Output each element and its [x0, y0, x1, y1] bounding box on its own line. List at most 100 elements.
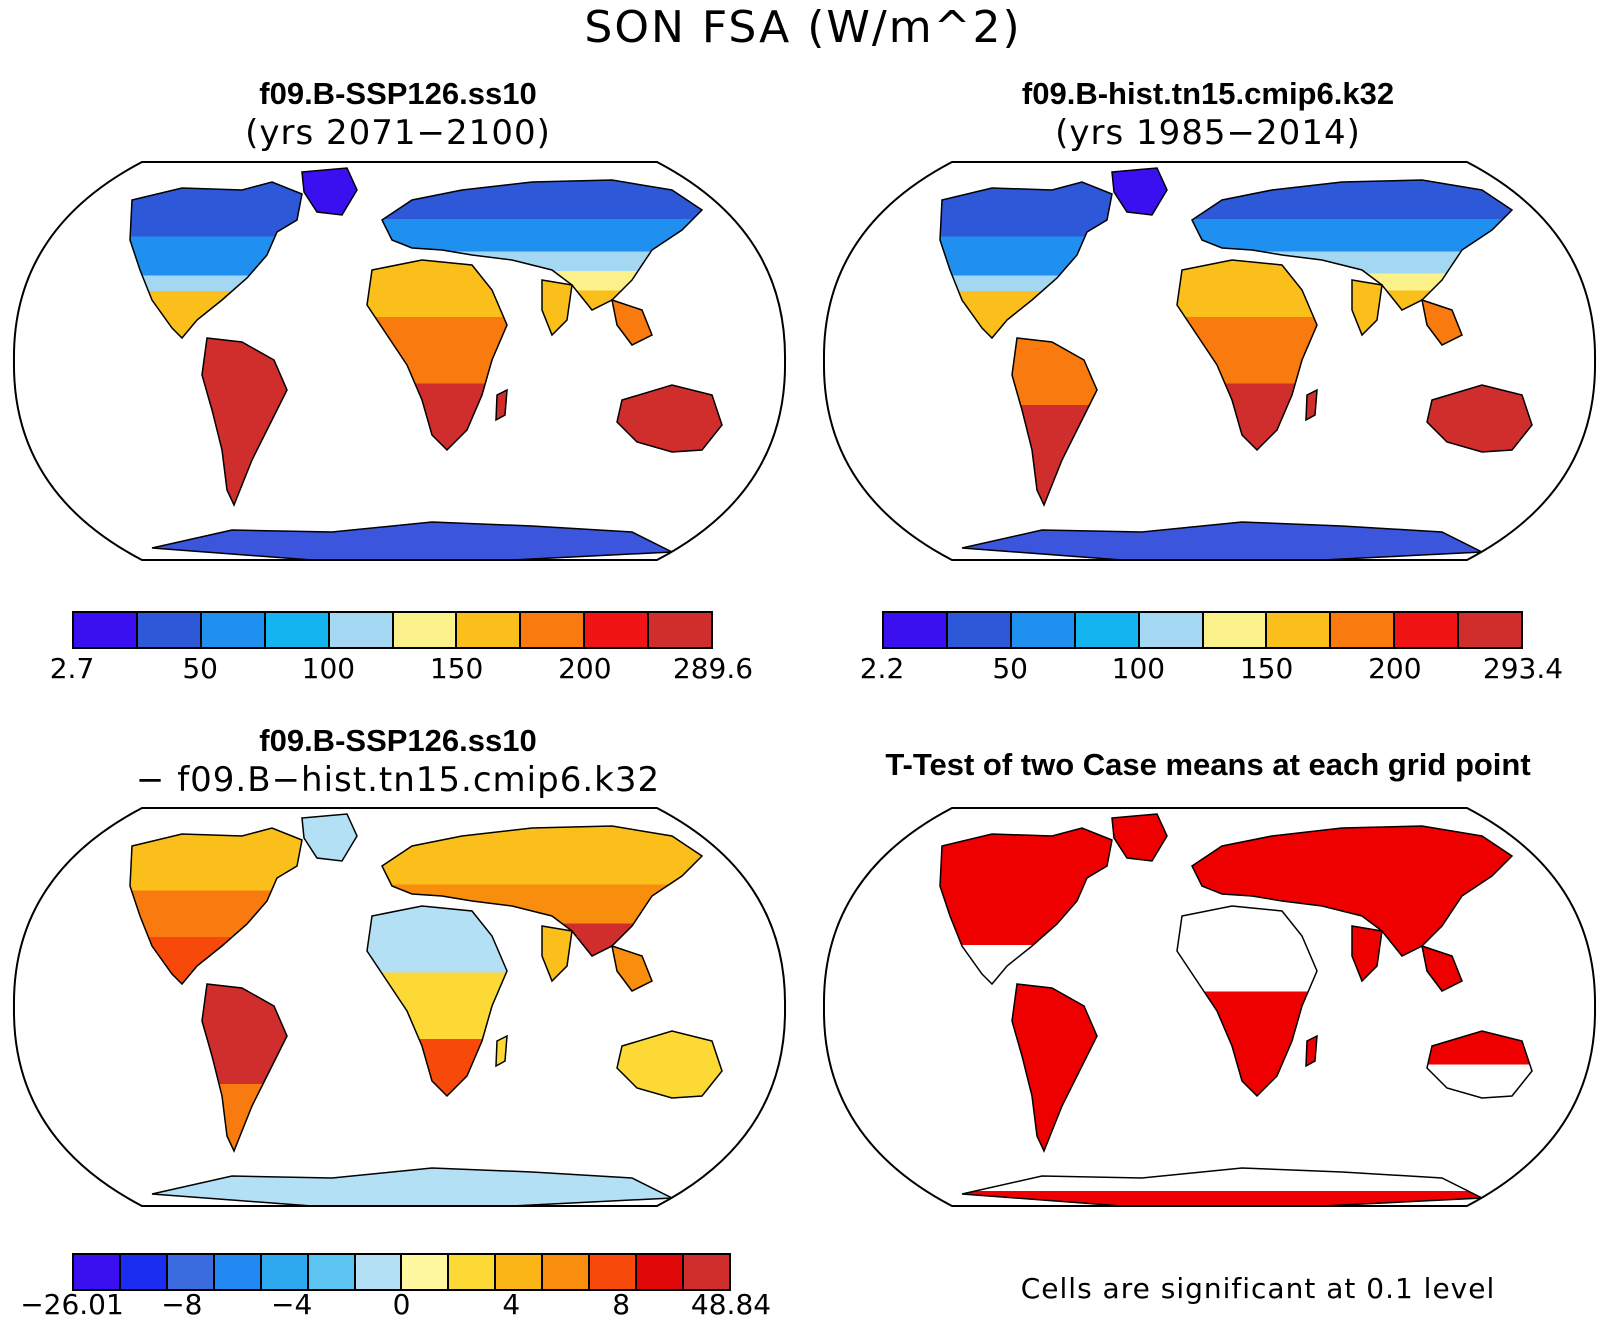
panel-future-map — [12, 160, 787, 563]
colorbar-cell — [120, 1255, 168, 1289]
continent-australia — [616, 1030, 723, 1099]
panel-hist-colorbar — [882, 611, 1523, 649]
colorbar-tick-label: 150 — [429, 652, 484, 685]
map-frame — [822, 161, 1597, 561]
world-map-svg — [12, 807, 787, 1207]
colorbar-cell — [393, 613, 458, 647]
continent-south-america — [1011, 337, 1098, 507]
colorbar-cell — [1011, 613, 1076, 647]
panel-diff-colorbar — [72, 1253, 731, 1291]
continent-australia — [1426, 384, 1533, 453]
continent-india — [541, 925, 573, 983]
continent-africa — [1176, 905, 1318, 1098]
continent-antarctica — [151, 1167, 675, 1206]
colorbar-cell — [1139, 613, 1204, 647]
colorbar-tick-label: −26.01 — [20, 1288, 124, 1321]
continent-se-asia — [611, 944, 653, 992]
continent-india — [541, 279, 573, 337]
colorbar-cell — [402, 1255, 450, 1289]
colorbar-cell — [201, 613, 266, 647]
continent-south-america — [201, 983, 288, 1153]
continent-north-america — [939, 827, 1113, 986]
map-frame — [12, 161, 787, 561]
world-map-svg — [822, 807, 1597, 1207]
colorbar-cell — [947, 613, 1012, 647]
colorbar-tick-label: −8 — [161, 1288, 203, 1321]
colorbar-cell — [1203, 613, 1268, 647]
panel-hist-case-title: f09.B-hist.tn15.cmip6.k32 — [1021, 76, 1395, 111]
continent-africa — [1176, 259, 1318, 452]
colorbar-tick-label: −4 — [271, 1288, 313, 1321]
continent-madagascar — [1305, 1034, 1318, 1068]
colorbar-cell — [457, 613, 522, 647]
panel-hist-years: (yrs 1985−2014) — [1055, 113, 1361, 153]
continent-antarctica — [151, 521, 675, 560]
colorbar-tick-label: 50 — [992, 652, 1029, 685]
panel-future-years: (yrs 2071−2100) — [245, 113, 551, 153]
colorbar-tick-label: 293.4 — [1482, 652, 1564, 685]
colorbar-cell — [329, 613, 394, 647]
colorbar-cell — [543, 1255, 591, 1289]
colorbar-cell — [884, 613, 948, 647]
continent-greenland — [301, 167, 358, 216]
colorbar-tick-label: 50 — [182, 652, 219, 685]
colorbar-cell — [1331, 613, 1396, 647]
continent-greenland — [1111, 167, 1168, 216]
colorbar-cell — [449, 1255, 497, 1289]
colorbar-cell — [261, 1255, 309, 1289]
panel-ttest-map — [822, 806, 1597, 1209]
panel-hist-map — [822, 160, 1597, 563]
colorbar-cell — [355, 1255, 403, 1289]
continent-madagascar — [1305, 388, 1318, 422]
panel-diff-map — [12, 806, 787, 1209]
colorbar-tick-label: 150 — [1239, 652, 1294, 685]
continent-antarctica — [961, 1167, 1485, 1206]
continent-madagascar — [495, 388, 508, 422]
colorbar-tick-label: 8 — [612, 1288, 631, 1321]
panel-ttest-title: T-Test of two Case means at each grid po… — [885, 747, 1531, 782]
colorbar-cell — [74, 613, 138, 647]
continent-greenland — [1111, 813, 1168, 862]
colorbar-tick-label: 289.6 — [672, 652, 754, 685]
panel-future-case-title: f09.B-SSP126.ss10 — [259, 76, 537, 111]
colorbar-cell — [496, 1255, 544, 1289]
colorbar-cell — [1075, 613, 1140, 647]
continent-europe-asia — [381, 825, 704, 957]
map-frame — [12, 807, 787, 1207]
continent-europe-asia — [381, 179, 704, 311]
colorbar-cell — [214, 1255, 262, 1289]
colorbar-cell — [521, 613, 586, 647]
colorbar-cell — [137, 613, 202, 647]
colorbar-cell — [585, 613, 650, 647]
colorbar-cell — [1459, 613, 1522, 647]
panel-future-colorbar — [72, 611, 713, 649]
continent-north-america — [939, 181, 1113, 340]
colorbar-tick-label: 48.84 — [690, 1288, 772, 1321]
panel-diff-minus: − f09.B−hist.tn15.cmip6.k32 — [135, 760, 661, 800]
continent-australia — [616, 384, 723, 453]
colorbar-tick-label: 2.7 — [49, 652, 95, 685]
panel-diff-case-title: f09.B-SSP126.ss10 — [259, 723, 537, 758]
colorbar-tick-label: 100 — [1111, 652, 1166, 685]
continent-north-america — [129, 827, 303, 986]
continent-se-asia — [1421, 298, 1463, 346]
colorbar-cell — [683, 1255, 729, 1289]
colorbar-cell — [1267, 613, 1332, 647]
continent-australia — [1426, 1030, 1533, 1099]
continent-europe-asia — [1191, 825, 1514, 957]
world-map-svg — [12, 161, 787, 561]
continent-south-america — [201, 337, 288, 507]
map-frame — [822, 807, 1597, 1207]
colorbar-cell — [308, 1255, 356, 1289]
continent-madagascar — [495, 1034, 508, 1068]
continent-africa — [366, 905, 508, 1098]
colorbar-cell — [637, 1255, 684, 1289]
continent-india — [1351, 279, 1383, 337]
colorbar-tick-label: 200 — [558, 652, 612, 685]
colorbar-cell — [265, 613, 330, 647]
colorbar-tick-label: 4 — [502, 1288, 521, 1321]
figure-title: SON FSA (W/m^2) — [584, 2, 1022, 53]
colorbar-tick-label: 0 — [392, 1288, 411, 1321]
panel-ttest-note: Cells are significant at 0.1 level — [1020, 1272, 1496, 1305]
continent-europe-asia — [1191, 179, 1514, 311]
